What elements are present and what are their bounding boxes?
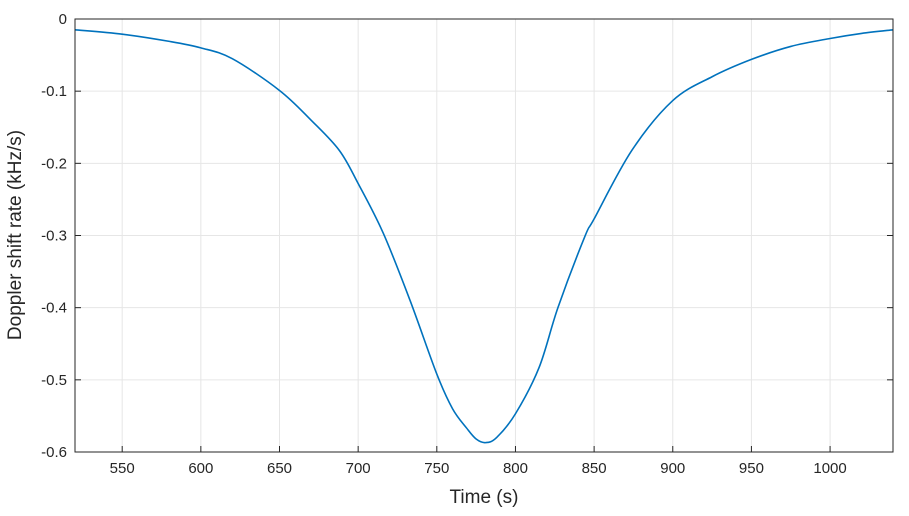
- y-tick-label: -0.1: [41, 83, 67, 100]
- y-axis-label: Doppler shift rate (kHz/s): [5, 130, 26, 340]
- x-tick-label: 800: [503, 460, 528, 477]
- x-axis-label: Time (s): [450, 487, 519, 508]
- x-tick-label: 550: [110, 460, 135, 477]
- x-tick-label: 750: [424, 460, 449, 477]
- x-ticks: 550 600 650 700 750 800 850 900 950 1000: [110, 446, 847, 477]
- series-line: [74, 29, 894, 444]
- x-tick-label: 950: [739, 460, 764, 477]
- y-tick-label: -0.4: [41, 300, 67, 317]
- x-tick-label: 900: [660, 460, 685, 477]
- x-tick-label: 850: [582, 460, 607, 477]
- y-tick-label: -0.5: [41, 372, 67, 389]
- grid: [75, 18, 893, 453]
- x-tick-label: 1000: [813, 460, 846, 477]
- y-tick-label: -0.2: [41, 155, 67, 172]
- x-tick-label: 650: [267, 460, 292, 477]
- y-tick-label: -0.3: [41, 228, 67, 245]
- plot-frame: [74, 18, 894, 453]
- y-tick-label: 0: [59, 11, 67, 28]
- x-tick-label: 600: [188, 460, 213, 477]
- x-tick-label: 700: [346, 460, 371, 477]
- y-ticks: 0 -0.1 -0.2 -0.3 -0.4 -0.5 -0.6: [41, 11, 893, 461]
- y-tick-label: -0.6: [41, 444, 67, 461]
